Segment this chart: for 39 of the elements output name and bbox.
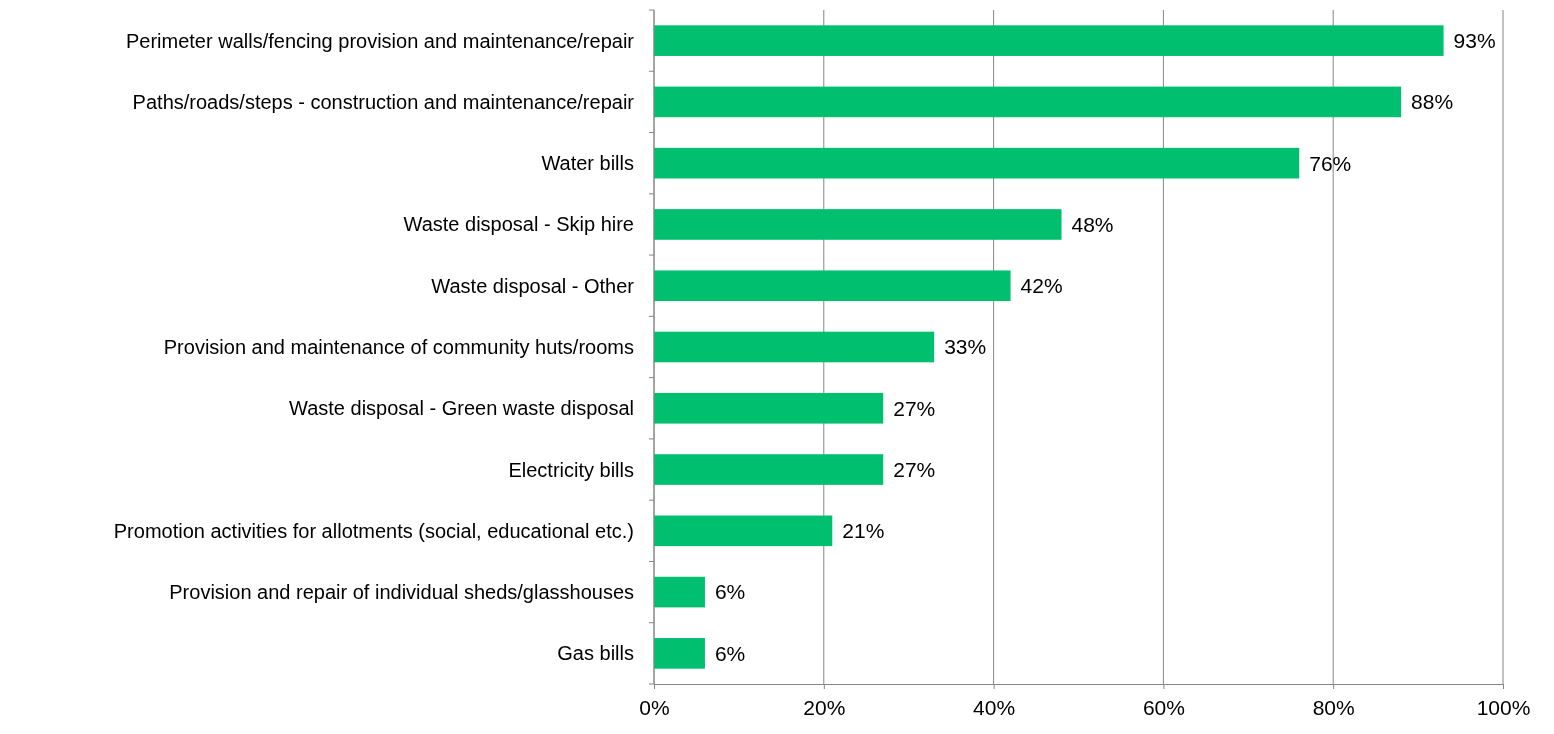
data-label: 93% bbox=[1453, 28, 1496, 52]
x-tick-label: 60% bbox=[1142, 696, 1185, 720]
bar bbox=[654, 209, 1062, 240]
bar bbox=[654, 86, 1402, 118]
y-tick-label: Paths/roads/steps - construction and maintenance/repair bbox=[132, 90, 635, 113]
data-label: 88% bbox=[1411, 90, 1454, 114]
y-tick-label: Perimeter walls/fencing provision and maintenance/repair bbox=[125, 29, 635, 52]
y-tick-label: Provision and maintenance of community huts/rooms bbox=[163, 336, 634, 358]
data-label: 21% bbox=[842, 519, 885, 543]
data-label: 6% bbox=[714, 641, 746, 665]
y-tick-label: Promotion activities for allotments (social, educational etc.) bbox=[113, 519, 634, 542]
x-tick-label: 40% bbox=[973, 696, 1016, 720]
x-tick-label: 80% bbox=[1312, 696, 1355, 720]
bar bbox=[654, 392, 884, 424]
data-label: 42% bbox=[1020, 274, 1063, 298]
data-label: 76% bbox=[1309, 151, 1352, 175]
bar bbox=[654, 515, 833, 547]
data-label: 48% bbox=[1071, 212, 1114, 236]
bar bbox=[654, 270, 1011, 302]
x-tick-label: 20% bbox=[803, 696, 846, 720]
y-tick-label: Gas bills bbox=[557, 642, 634, 665]
data-label: 6% bbox=[714, 580, 746, 604]
data-label: 27% bbox=[893, 396, 936, 420]
bar bbox=[654, 576, 705, 608]
bar bbox=[654, 331, 935, 363]
y-tick-label: Electricity bills bbox=[508, 458, 634, 481]
y-tick-label: Water bills bbox=[541, 152, 634, 175]
bar bbox=[654, 147, 1300, 179]
data-label: 33% bbox=[944, 335, 987, 359]
x-tick-label: 0% bbox=[639, 696, 670, 720]
y-tick-label: Waste disposal - Green waste disposal bbox=[289, 397, 634, 420]
bar bbox=[654, 25, 1444, 56]
data-label: 27% bbox=[893, 457, 936, 481]
bar bbox=[654, 454, 884, 485]
y-tick-label: Provision and repair of individual sheds/glasshouses bbox=[169, 581, 634, 604]
bar bbox=[654, 638, 705, 669]
y-tick-label: Waste disposal - Skip hire bbox=[403, 213, 634, 236]
x-tick-label: 100% bbox=[1476, 696, 1531, 720]
y-tick-label: Waste disposal - Other bbox=[431, 274, 635, 297]
